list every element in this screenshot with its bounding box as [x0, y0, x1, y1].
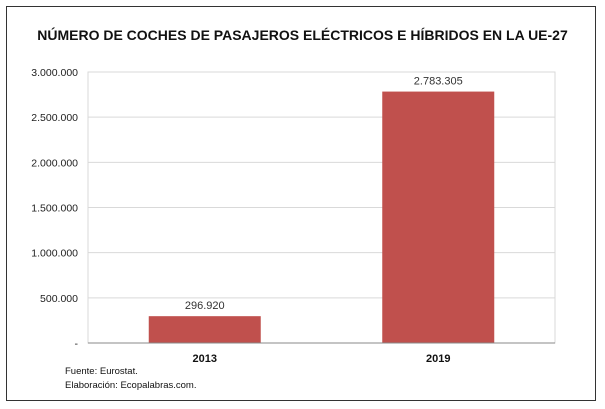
y-tick-label: -: [75, 338, 79, 350]
y-tick-label: 2.500.000: [31, 112, 78, 124]
y-tick-label: 2.000.000: [31, 157, 78, 169]
x-tick-label: 2019: [426, 353, 450, 365]
chart-title: NÚMERO DE COCHES DE PASAJEROS ELÉCTRICOS…: [37, 27, 568, 43]
y-tick-label: 500.000: [40, 293, 78, 305]
y-tick-label: 1.500.000: [31, 203, 78, 215]
y-tick-label: 3.000.000: [31, 67, 78, 79]
data-label: 2.783.305: [414, 76, 463, 88]
chart-frame: [6, 6, 596, 401]
data-label: 296.920: [185, 300, 225, 312]
author-note: Elaboración: Ecopalabras.com.: [65, 380, 197, 391]
x-tick-label: 2013: [193, 353, 217, 365]
source-note: Fuente: Eurostat.: [65, 366, 138, 377]
y-tick-label: 1.000.000: [31, 248, 78, 260]
bar-2019: [382, 91, 495, 343]
bar-2013: [148, 316, 261, 343]
